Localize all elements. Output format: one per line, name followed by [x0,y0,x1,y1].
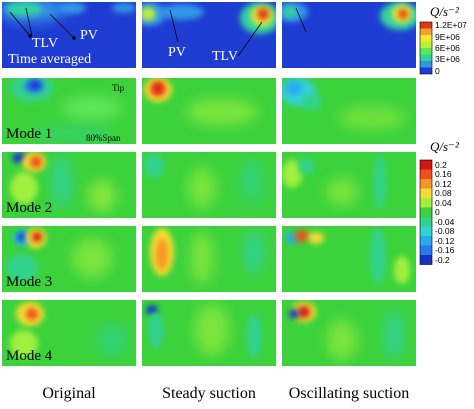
colorbar-top-swatch [420,54,432,61]
annotation-span: 80%Span [86,133,121,143]
annotation-pv-original: PV [80,28,98,43]
row-label-mode-2: Mode 2 [6,200,53,216]
panel-mode1-original [2,78,136,144]
colorbar-top-title: Q/s⁻² [430,4,459,19]
colorbar-modes-tick-label: 0.2 [435,159,447,170]
colorbar-top-swatch [420,48,432,55]
colorbar-top-swatch [420,41,432,48]
colorbar-modes [419,159,433,265]
panel-mode2-oscillating [282,152,416,218]
colorbar-modes-tick-label: -0.2 [435,254,450,265]
colorbar-modes-tick-label: -0.12 [435,235,455,246]
colorbar-modes-tick-label: -0.04 [435,216,455,227]
colorbar-top-tick-label: 0 [435,65,440,76]
colorbar-modes-swatch [420,198,432,208]
colorbar-modes-swatch [420,236,432,246]
annotation-tip: Tip [112,83,125,93]
colorbar-top-tick-label: 3E+06 [435,54,460,65]
column-label-original: Original [42,385,96,402]
panel-mode1-oscillating [282,78,416,144]
panel-timeavg-steady [142,2,276,68]
panel-timeavg-original [2,2,136,68]
colorbar-modes-tick-label: -0.08 [435,226,455,237]
colorbar-modes-tick-label: 0.08 [435,188,452,199]
colorbar-modes-swatch [420,245,432,255]
colorbar-modes-title: Q/s⁻² [430,139,459,154]
panel-mode4-oscillating [282,300,416,366]
colorbar-modes-frame [419,159,433,265]
colorbar-modes-swatch [420,217,432,227]
colorbar-modes-tick-label: 0.12 [435,178,452,189]
colorbar-modes-tick-label: -0.16 [435,245,455,256]
colorbar-top-swatch [420,35,432,42]
row-label-mode-4: Mode 4 [6,348,53,364]
panel-mode3-oscillating [282,226,416,292]
colorbar-modes-swatch [420,226,432,236]
annotation-tlv-steady: TLV [212,49,238,64]
column-label-steady-suction: Steady suction [162,385,256,402]
colorbar-top-tick-label: 6E+06 [435,43,460,53]
colorbar-modes-tick-label: 0.04 [435,197,452,208]
colorbar-modes-swatch [420,207,432,217]
colorbar-top-swatch [420,61,432,68]
annotation-tlv-original: TLV [32,36,58,51]
row-label-mode-3: Mode 3 [6,274,53,290]
panel-mode3-original [2,226,136,292]
colorbar-modes-swatch [420,160,432,170]
colorbar-time-averaged [419,21,433,75]
colorbar-top-swatch [420,28,432,35]
colorbar-top-frame [419,21,433,75]
colorbar-modes-swatch [420,169,432,179]
panel-mode3-steady [142,226,276,292]
colorbar-top-tick-label: 9E+06 [435,31,460,42]
panel-mode2-steady [142,152,276,218]
panel-mode2-original [2,152,136,218]
colorbar-top-swatch [420,67,432,74]
colorbar-top-tick-label: 1.2E+07 [435,20,467,31]
colorbar-modes-swatch [420,179,432,189]
panel-mode1-steady [142,78,276,144]
column-label-oscillating-suction: Oscillating suction [288,385,410,402]
panel-mode4-original [2,300,136,366]
panel-timeavg-oscillating [282,2,416,68]
colorbar-modes-tick-label: 0 [435,207,440,218]
panel-mode4-steady [142,300,276,366]
annotation-time-averaged: Time averaged [8,52,92,67]
colorbar-modes-tick-label: 0.16 [435,169,452,180]
annotation-pv-steady: PV [168,45,186,60]
colorbar-top-swatch [420,22,432,29]
colorbar-modes-swatch [420,188,432,198]
colorbar-modes-swatch [420,255,432,265]
row-label-mode-1: Mode 1 [6,126,53,142]
